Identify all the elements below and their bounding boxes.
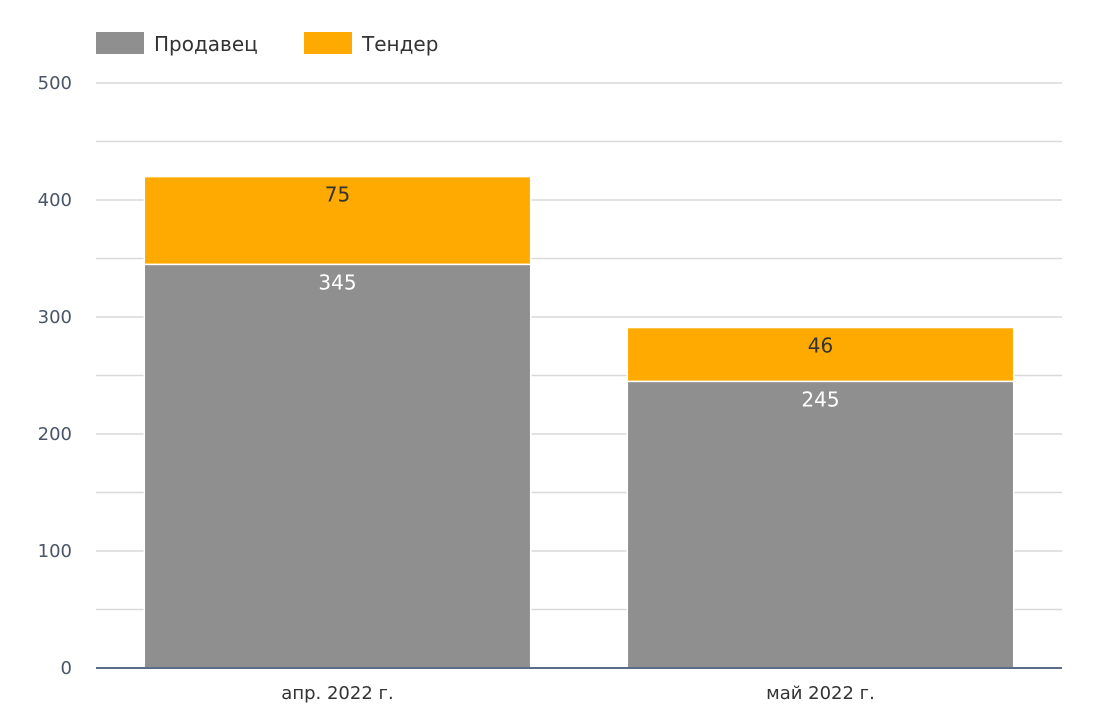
data-label-1-2: 245 [801, 387, 839, 411]
x-tick-label: апр. 2022 г. [281, 683, 393, 704]
legend: Продавец Тендер [96, 32, 438, 56]
data-label-1-1: 345 [318, 270, 356, 294]
y-tick-label: 400 [38, 190, 72, 211]
data-label-2-1: 75 [325, 183, 350, 207]
bar-1-2 [626, 380, 1015, 669]
y-tick-label: 0 [61, 658, 72, 679]
bar-2-1 [143, 175, 532, 266]
y-tick-label: 300 [38, 307, 72, 328]
y-tick-label: 500 [38, 73, 72, 94]
bar-1-1 [143, 263, 532, 669]
legend-swatch-1 [96, 32, 144, 54]
x-tick-label: май 2022 г. [766, 683, 875, 704]
legend-swatch-2 [304, 32, 352, 54]
bar-2-2 [626, 326, 1015, 383]
bars [143, 175, 1015, 669]
y-axis-ticks: 0 100 200 300 400 500 [38, 73, 72, 679]
data-label-2-2: 46 [808, 334, 833, 358]
x-axis: апр. 2022 г. май 2022 г. [96, 667, 1062, 704]
legend-label-2: Тендер [361, 32, 438, 56]
legend-label-1: Продавец [154, 32, 258, 56]
y-tick-label: 100 [38, 541, 72, 562]
data-labels: 345 75 245 46 [318, 183, 839, 412]
y-tick-label: 200 [38, 424, 72, 445]
